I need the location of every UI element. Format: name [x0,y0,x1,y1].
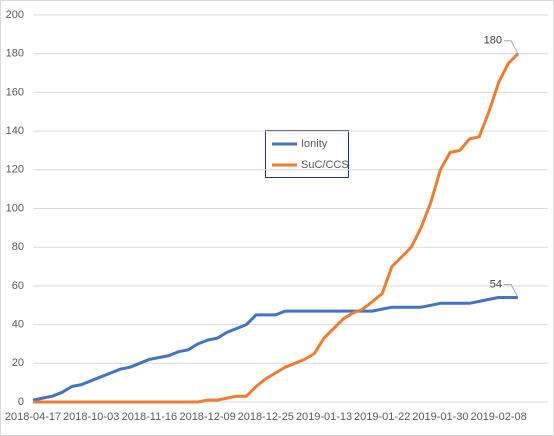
x-tick-label: 2018-11-16 [122,411,177,423]
y-tick-label: 0 [18,396,24,408]
y-tick-label: 80 [12,241,24,253]
series-line [32,296,518,402]
x-tick-label: 2019-02-08 [470,411,526,423]
y-tick-label: 20 [12,357,24,369]
y-tick-label: 140 [6,125,24,137]
y-tick-label: 120 [6,164,24,176]
leader-line [504,40,519,54]
x-tick-label: 2018-04-17 [5,411,61,423]
series-line [33,52,520,404]
data-label: 180 [484,35,502,47]
y-tick-label: 200 [6,9,24,21]
legend-label: SuC/CCS [301,159,349,171]
y-tick-label: 180 [6,48,24,60]
y-tick-label: 160 [6,86,24,98]
x-tick-label: 2018-10-03 [63,411,119,423]
x-tick-label: 2019-01-30 [412,411,468,423]
data-label: 54 [490,278,502,290]
y-tick-label: 60 [12,280,24,292]
x-tick-label: 2018-12-25 [238,411,294,423]
leader-line [504,284,519,298]
legend: Ionity SuC/CCS [265,130,349,178]
x-tick-label: 2019-01-22 [354,411,410,423]
y-tick-label: 100 [6,202,24,214]
legend-label: Ionity [301,138,328,150]
x-tick-label: 2018-12-09 [179,411,235,423]
y-tick-label: 40 [12,319,24,331]
x-tick-label: 2019-01-13 [296,411,352,423]
